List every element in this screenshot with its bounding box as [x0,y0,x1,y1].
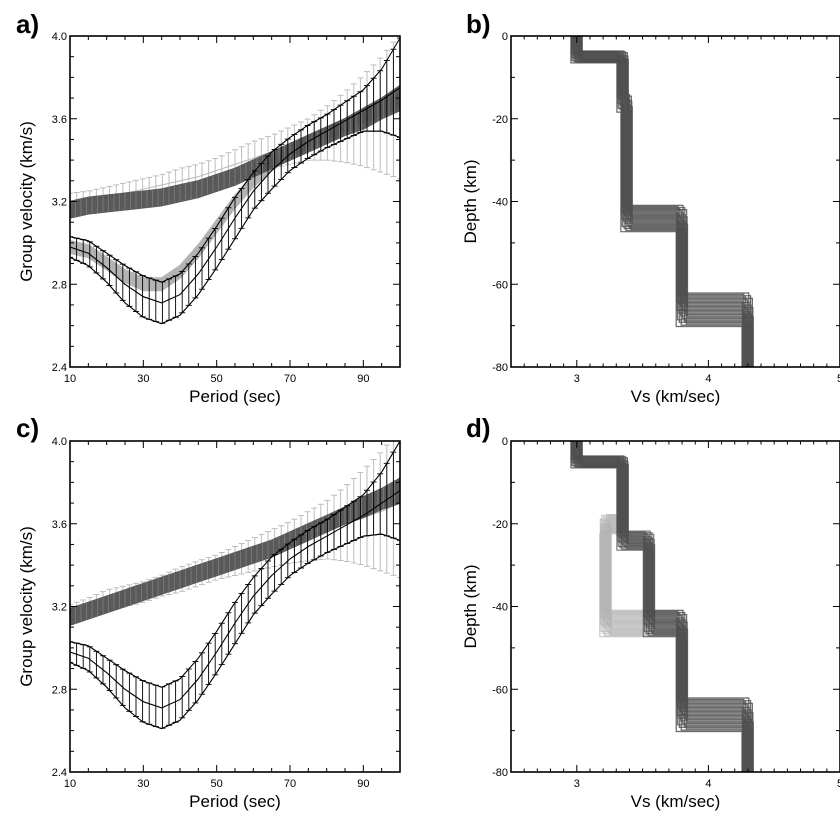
ticks [69,35,401,368]
y-tick-label: 4.0 [52,31,67,43]
y-tick-label: 4.0 [52,436,67,448]
y-tick-label: -40 [492,197,508,209]
x-axis-label: Vs (km/sec) [631,387,721,406]
x-tick-label: 70 [284,373,296,385]
x-tick-label: 30 [137,778,149,790]
tick-labels: 10 30 50 70 90 2.4 2.8 3.2 3.6 4.0 [52,31,370,385]
y-tick-label: -60 [492,684,508,696]
series-observed_lower [70,37,400,325]
x-tick-label: 10 [64,778,76,790]
y-tick-label: 3.6 [52,114,67,126]
plot-area [70,36,400,325]
series-observed_lower [70,441,400,730]
x-axis-label: Vs (km/sec) [631,792,721,811]
x-tick-label: 30 [137,373,149,385]
lower-envelope [70,130,400,325]
panel-label: a) [16,9,39,39]
y-axis-label: Group velocity (km/s) [17,526,36,687]
panel-label: c) [16,413,39,443]
x-tick-label: 4 [705,778,711,790]
x-axis-label: Period (sec) [189,792,281,811]
panel-c: 10 30 50 70 90 2.4 2.8 3.2 3.6 4.0 Period (sec) Gro… [16,413,401,811]
vs-profile [577,36,750,367]
profile-dark [570,441,754,772]
panel-b: 3 4 5 0 -20 -40 -60 -80 Vs (km/sec) Depth (km) b) [461,9,840,406]
x-tick-label: 3 [574,373,580,385]
y-axis-label: Depth (km) [461,159,480,243]
panel-label: b) [466,9,491,39]
plot-frame [510,35,840,368]
profile-dark [570,36,754,367]
y-tick-label: -60 [492,279,508,291]
y-tick-label: 3.6 [52,519,67,531]
x-tick-label: 10 [64,373,76,385]
vs-profile [581,36,754,367]
x-tick-label: 5 [837,373,840,385]
tick-labels: 10 30 50 70 90 2.4 2.8 3.2 3.6 4.0 [52,436,370,790]
y-tick-label: 3.2 [52,602,67,614]
y-tick-label: 2.8 [52,279,67,291]
panel-d: 3 4 5 0 -20 -40 -60 -80 Vs (km/sec) Depth (km) d) [461,413,840,811]
y-tick-label: 2.4 [52,362,67,374]
upper-envelope [70,441,400,688]
y-tick-label: 2.4 [52,767,67,779]
y-tick-label: 2.8 [52,684,67,696]
lower-envelope [70,533,400,730]
x-tick-label: 5 [837,778,840,790]
y-axis-label: Depth (km) [461,564,480,648]
y-tick-label: -20 [492,114,508,126]
x-tick-label: 3 [574,778,580,790]
ticks [510,35,840,368]
y-tick-label: -40 [492,602,508,614]
series-model_upper [70,477,400,626]
upper-envelope [70,37,400,283]
x-axis-label: Period (sec) [189,387,281,406]
mean-line-observed_lower [70,87,400,304]
panel-label: d) [466,413,491,443]
x-tick-label: 50 [211,778,223,790]
plot-area [70,441,400,730]
x-tick-label: 4 [705,373,711,385]
vs-profile [577,441,750,772]
tick-labels: 3 4 5 0 -20 -40 -60 -80 [492,31,840,385]
panel-a: 10 30 50 70 90 2.4 2.8 3.2 3.6 4.0 Period (sec) Gro… [16,9,401,406]
plot-frame [510,440,840,773]
y-tick-label: -20 [492,519,508,531]
tick-labels: 3 4 5 0 -20 -40 -60 -80 [492,436,840,790]
x-tick-label: 50 [211,373,223,385]
plot-area [570,441,754,772]
x-tick-label: 70 [284,778,296,790]
ticks [510,440,840,773]
x-tick-label: 90 [357,373,369,385]
y-tick-label: -80 [492,362,508,374]
y-tick-label: -80 [492,767,508,779]
plot-area [570,36,754,367]
mean-line-observed_lower [70,490,400,709]
y-tick-label: 0 [502,436,508,448]
y-tick-label: 3.2 [52,197,67,209]
ticks [69,440,401,773]
x-tick-label: 90 [357,778,369,790]
y-tick-label: 0 [502,31,508,43]
y-axis-label: Group velocity (km/s) [17,121,36,282]
